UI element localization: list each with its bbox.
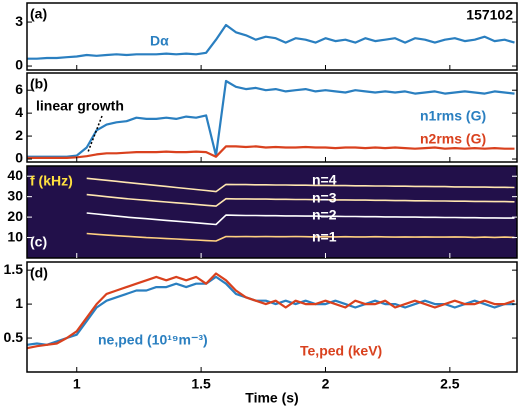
panel-label: (d) [30, 265, 48, 281]
y-tick-label: 0.5 [4, 329, 24, 345]
plot-frame [26, 165, 518, 259]
legend-label: n=1 [312, 229, 337, 245]
series-line [86, 232, 515, 242]
legend-label: n=2 [312, 207, 337, 223]
x-tick-label: 2 [322, 376, 330, 392]
panel-label: (b) [30, 76, 48, 92]
y-tick-label: 40 [7, 167, 23, 183]
y-tick-label: 10 [7, 228, 23, 244]
x-axis-label: Time (s) [245, 390, 298, 406]
legend-label: Te,ped (keV) [300, 343, 382, 359]
legend-label: Dα [150, 33, 169, 49]
y-tick-label: 4 [15, 104, 23, 120]
series-line [86, 193, 515, 207]
y-tick-label: 2 [15, 127, 23, 143]
plot-background [27, 166, 517, 258]
y-tick-label: 3 [15, 13, 23, 29]
plot-frame [26, 2, 518, 71]
y-tick-label: 30 [7, 187, 23, 203]
legend-label: n=3 [312, 190, 337, 206]
series-line [27, 23, 515, 60]
panel-label: (c) [30, 234, 47, 250]
x-tick-label: 2.5 [440, 376, 460, 392]
y-tick-label: 0 [15, 150, 23, 166]
legend-label: n2rms (G) [420, 131, 486, 147]
annotation: 157102 [466, 7, 513, 23]
x-tick-label: 1 [73, 376, 81, 392]
annotation: linear growth [36, 98, 124, 114]
series-line [27, 79, 515, 158]
y-tick-label: 1.5 [4, 261, 24, 277]
annotation-arrow [87, 115, 103, 153]
y-tick-label: 20 [7, 208, 23, 224]
series-line [27, 145, 515, 159]
y-tick-label: 1 [15, 295, 23, 311]
legend-label: ne,ped (10¹⁹m⁻³) [98, 332, 208, 348]
y-axis-label: f (kHz) [30, 173, 73, 189]
y-tick-label: 6 [15, 81, 23, 97]
series-line [26, 272, 515, 350]
y-tick-label: 0 [15, 57, 23, 73]
legend-label: n=4 [312, 172, 337, 188]
series-line [86, 177, 515, 193]
legend-label: n1rms (G) [420, 108, 486, 124]
panel-label: (a) [30, 6, 47, 22]
x-tick-label: 1.5 [191, 376, 211, 392]
series-line [86, 212, 515, 226]
plot-frame [26, 261, 518, 373]
plot-frame [26, 72, 518, 163]
